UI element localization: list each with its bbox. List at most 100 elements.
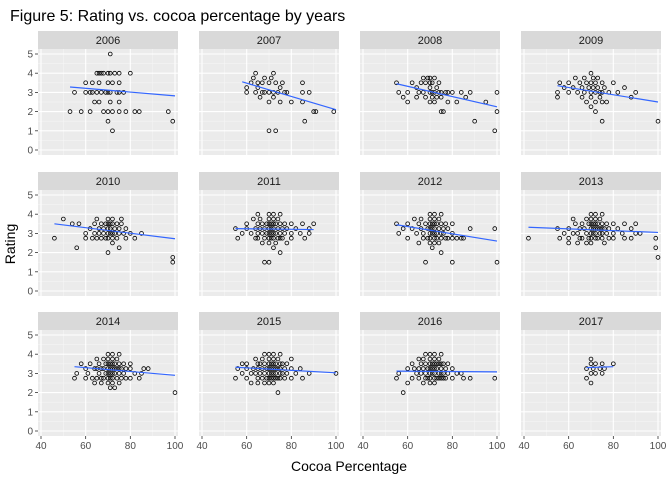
- data-point: [414, 231, 419, 236]
- data-point: [628, 226, 634, 231]
- data-point: [289, 99, 294, 105]
- data-point: [262, 361, 267, 367]
- data-point: [275, 366, 281, 371]
- data-point: [492, 226, 498, 231]
- data-point: [248, 371, 254, 376]
- data-point: [116, 351, 122, 357]
- data-point: [615, 90, 621, 95]
- data-point: [116, 371, 122, 376]
- data-point: [119, 221, 124, 227]
- data-point: [116, 80, 122, 86]
- data-point: [432, 356, 437, 362]
- data-point: [584, 231, 589, 236]
- data-point: [280, 361, 285, 367]
- data-point: [581, 75, 587, 81]
- data-point: [271, 235, 276, 241]
- data-point: [87, 90, 93, 95]
- data-point: [105, 109, 111, 114]
- data-point: [432, 235, 437, 241]
- y-tick-label: 4: [27, 350, 33, 361]
- data-point: [441, 231, 446, 236]
- data-point: [105, 250, 111, 255]
- data-point: [427, 375, 433, 381]
- data-point: [136, 375, 142, 381]
- trend-line: [396, 370, 498, 373]
- data-point: [259, 240, 265, 246]
- data-point: [92, 231, 97, 236]
- data-point: [271, 361, 276, 367]
- data-point: [432, 351, 437, 357]
- data-point: [76, 221, 82, 227]
- data-point: [110, 356, 115, 362]
- data-point: [467, 375, 473, 381]
- data-point: [400, 226, 406, 231]
- data-point: [394, 221, 399, 227]
- data-point: [604, 99, 609, 105]
- trend-line: [69, 86, 176, 97]
- data-point: [83, 80, 88, 86]
- data-point: [266, 128, 272, 134]
- data-point: [170, 255, 176, 260]
- data-point: [604, 231, 609, 236]
- data-point: [275, 235, 281, 241]
- data-point: [438, 361, 444, 367]
- data-point: [427, 351, 433, 357]
- data-point: [590, 226, 596, 231]
- data-point: [427, 99, 433, 105]
- data-point: [271, 375, 276, 381]
- data-point: [597, 94, 603, 100]
- data-point: [492, 128, 498, 134]
- data-point: [432, 380, 437, 386]
- data-point: [145, 366, 151, 371]
- data-point: [255, 211, 261, 217]
- data-point: [599, 361, 605, 367]
- data-point: [101, 70, 106, 76]
- data-point: [423, 94, 428, 100]
- data-point: [255, 235, 261, 241]
- data-point: [110, 375, 115, 381]
- data-point: [586, 235, 592, 241]
- facet-strip-label: 2006: [96, 35, 120, 47]
- data-point: [418, 216, 424, 222]
- data-point: [110, 351, 115, 357]
- data-point: [425, 366, 431, 371]
- facet-panel-2016: 2016 40 60 80 100: [357, 312, 506, 452]
- data-point: [271, 231, 276, 236]
- data-point: [277, 250, 283, 255]
- data-point: [425, 75, 431, 81]
- data-point: [277, 366, 283, 371]
- data-point: [427, 75, 433, 81]
- data-point: [90, 235, 95, 241]
- data-point: [266, 240, 272, 246]
- data-point: [72, 90, 77, 95]
- facet-strip-label: 2011: [257, 176, 281, 188]
- data-point: [99, 235, 104, 241]
- data-point: [570, 216, 576, 222]
- data-point: [588, 371, 594, 376]
- data-point: [593, 361, 598, 367]
- data-point: [266, 361, 272, 367]
- facet-strip-label: 2008: [418, 35, 442, 47]
- data-point: [436, 90, 442, 95]
- data-point: [266, 375, 272, 381]
- data-point: [116, 90, 122, 95]
- data-point: [588, 80, 594, 86]
- x-axis-label: Cocoa Percentage: [291, 458, 407, 474]
- data-point: [110, 371, 115, 376]
- trend-line: [528, 226, 659, 234]
- data-point: [429, 361, 435, 367]
- data-point: [586, 221, 592, 227]
- y-tick-label: 1: [27, 126, 33, 137]
- x-tick-label: 80: [608, 441, 620, 452]
- data-point: [105, 221, 111, 227]
- data-point: [432, 99, 437, 105]
- data-point: [233, 375, 238, 381]
- data-point: [262, 235, 267, 241]
- data-point: [262, 90, 267, 95]
- x-tick-label: 100: [489, 441, 506, 452]
- data-point: [588, 94, 594, 100]
- data-point: [579, 94, 585, 100]
- data-point: [255, 80, 261, 86]
- data-point: [105, 231, 111, 236]
